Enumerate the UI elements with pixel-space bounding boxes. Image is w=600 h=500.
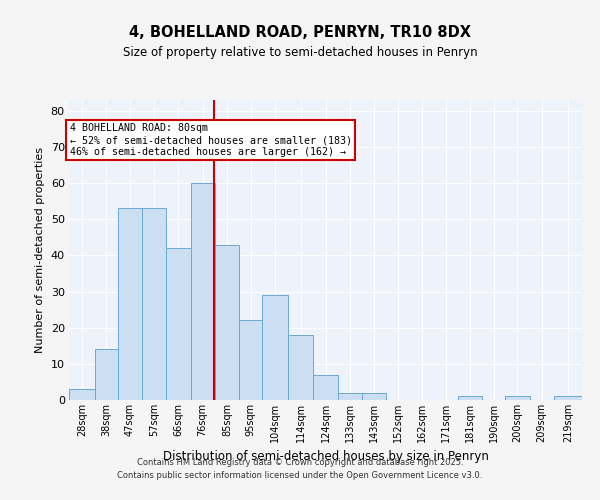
Bar [554, 396, 582, 400]
Bar [95, 350, 118, 400]
Y-axis label: Number of semi-detached properties: Number of semi-detached properties [35, 147, 45, 353]
Bar [166, 248, 191, 400]
Bar [191, 183, 215, 400]
Bar [313, 374, 338, 400]
Bar [362, 393, 386, 400]
X-axis label: Distribution of semi-detached houses by size in Penryn: Distribution of semi-detached houses by … [163, 450, 488, 464]
Text: Size of property relative to semi-detached houses in Penryn: Size of property relative to semi-detach… [122, 46, 478, 59]
Bar [458, 396, 482, 400]
Bar [142, 208, 166, 400]
Bar [239, 320, 262, 400]
Bar [505, 396, 530, 400]
Bar [118, 208, 142, 400]
Bar [262, 295, 288, 400]
Text: 4 BOHELLAND ROAD: 80sqm
← 52% of semi-detached houses are smaller (183)
46% of s: 4 BOHELLAND ROAD: 80sqm ← 52% of semi-de… [70, 124, 352, 156]
Bar [69, 389, 95, 400]
Bar [288, 335, 313, 400]
Bar [215, 244, 239, 400]
Text: Contains public sector information licensed under the Open Government Licence v3: Contains public sector information licen… [118, 472, 482, 480]
Bar [338, 393, 362, 400]
Text: 4, BOHELLAND ROAD, PENRYN, TR10 8DX: 4, BOHELLAND ROAD, PENRYN, TR10 8DX [129, 25, 471, 40]
Text: Contains HM Land Registry data © Crown copyright and database right 2025.: Contains HM Land Registry data © Crown c… [137, 458, 463, 467]
